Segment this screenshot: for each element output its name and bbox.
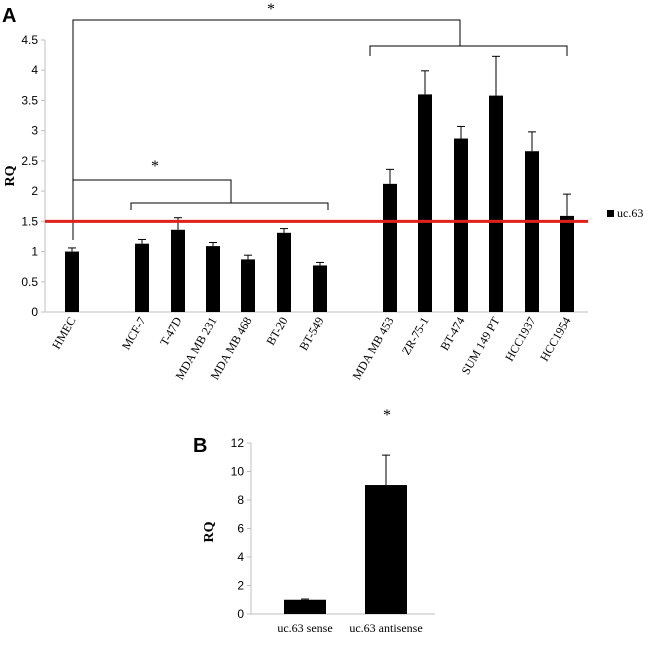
bar <box>241 259 255 312</box>
bar <box>418 94 432 313</box>
x-tick-label: uc.63 antisense <box>349 621 422 635</box>
y-tick-label: 2 <box>31 184 38 198</box>
bar <box>284 599 326 614</box>
x-tick-label: MDA MB 453 <box>349 315 396 383</box>
x-tick-label: HCC1937 <box>502 315 538 364</box>
x-tick-label: BT-549 <box>296 315 326 353</box>
y-tick-label: 3.5 <box>21 93 38 107</box>
x-tick-label: T-47D <box>157 314 185 348</box>
panel-a-label: A <box>2 5 16 27</box>
y-tick-label: 1 <box>31 245 38 259</box>
y-tick-label: 2 <box>237 579 244 593</box>
y-tick-label: 8 <box>237 493 244 507</box>
bar <box>383 183 397 312</box>
panel-a-ylabel: RQ <box>3 165 18 186</box>
bar <box>65 251 79 312</box>
significance-star-low: * <box>151 158 159 175</box>
bar <box>277 232 291 312</box>
y-tick-label: 0.5 <box>21 275 38 289</box>
panel-b: B RQ 0 2 4 6 8 10 12 uc.63 sense uc.63 antisens… <box>193 407 435 635</box>
panel-a: A RQ 0 0.5 1 1.5 2 2.5 3 3.5 4 4.5 HMEC MCF-7 T-47D… <box>2 1 643 382</box>
x-tick-label: MCF-7 <box>119 315 149 353</box>
bar <box>171 229 185 312</box>
x-tick-label: HCC1954 <box>537 315 573 364</box>
bar <box>313 265 327 312</box>
x-tick-label: ZR-75-1 <box>399 315 432 358</box>
bar <box>560 215 574 312</box>
x-tick-label: BT-474 <box>437 315 467 353</box>
y-tick-label: 12 <box>231 436 245 450</box>
x-tick-label: uc.63 sense <box>277 621 332 635</box>
bar <box>206 246 220 312</box>
bar <box>454 138 468 312</box>
bar <box>135 243 149 312</box>
panel-b-ylabel: RQ <box>202 521 217 542</box>
bar <box>489 95 503 312</box>
bar <box>365 485 407 614</box>
y-tick-label: 4 <box>31 63 38 77</box>
y-tick-label: 1.5 <box>21 214 38 228</box>
legend-label: uc.63 <box>617 206 643 220</box>
significance-star-b: * <box>383 407 391 424</box>
y-tick-label: 2.5 <box>21 154 38 168</box>
y-tick-label: 4 <box>237 550 244 564</box>
significance-star-high: * <box>267 1 275 18</box>
x-tick-label: HMEC <box>49 315 78 352</box>
legend-swatch <box>607 210 614 217</box>
x-tick-label: BT-20 <box>263 315 290 348</box>
legend: uc.63 <box>607 206 643 220</box>
y-tick-label: 0 <box>31 305 38 319</box>
y-tick-label: 0 <box>237 607 244 621</box>
y-tick-label: 4.5 <box>21 33 38 47</box>
y-tick-label: 3 <box>31 124 38 138</box>
significance-bracket-high <box>72 19 568 240</box>
bar <box>525 151 539 312</box>
significance-bracket-low <box>72 179 329 240</box>
y-tick-label: 10 <box>231 465 245 479</box>
panel-b-label: B <box>193 435 207 457</box>
y-tick-label: 6 <box>237 522 244 536</box>
